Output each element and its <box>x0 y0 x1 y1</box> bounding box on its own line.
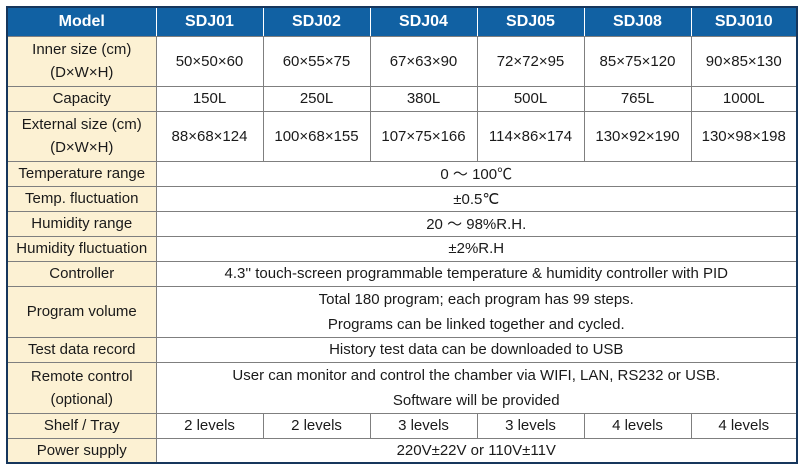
cell-humidity-fluctuation: ±2%R.H <box>155 235 798 262</box>
program-volume-line2: Programs can be linked together and cycl… <box>327 315 625 333</box>
cell-inner-size-sdj02: 60×55×75 <box>262 35 371 87</box>
row-label-program-volume: Program volume <box>6 285 157 338</box>
cell-capacity-sdj04: 380L <box>369 85 478 112</box>
cell-shelf-tray-sdj02: 2 levels <box>262 412 371 439</box>
specification-table: Model SDJ01 SDJ02 SDJ04 SDJ05 SDJ08 SDJ0… <box>6 6 798 464</box>
row-label-external-size: External size (cm) (D×W×H) <box>6 110 157 162</box>
row-label-temperature-range: Temperature range <box>6 160 157 187</box>
row-label-power-supply: Power supply <box>6 437 157 464</box>
external-size-label-line2: (D×W×H) <box>50 139 114 156</box>
header-model-sdj08: SDJ08 <box>583 6 692 37</box>
cell-program-volume: Total 180 program; each program has 99 s… <box>155 285 798 338</box>
row-label-temp-fluctuation: Temp. fluctuation <box>6 185 157 212</box>
header-model-sdj01: SDJ01 <box>155 6 264 37</box>
program-volume-line1: Total 180 program; each program has 99 s… <box>318 290 634 308</box>
cell-external-size-sdj02: 100×68×155 <box>262 110 371 162</box>
cell-shelf-tray-sdj01: 2 levels <box>155 412 264 439</box>
cell-shelf-tray-sdj08: 4 levels <box>583 412 692 439</box>
row-temperature-range: Temperature range 0 ～ 100℃ <box>6 160 798 187</box>
cell-inner-size-sdj01: 50×50×60 <box>155 35 264 87</box>
row-capacity: Capacity 150L 250L 380L 500L 765L 1000L <box>6 85 798 112</box>
header-model-sdj05: SDJ05 <box>476 6 585 37</box>
cell-capacity-sdj010: 1000L <box>690 85 798 112</box>
cell-humidity-range: 20 ～ 98%R.H. <box>155 210 798 237</box>
cell-temp-fluctuation: ±0.5℃ <box>155 185 798 212</box>
remote-control-line1: User can monitor and control the chamber… <box>232 366 721 384</box>
table-header-row: Model SDJ01 SDJ02 SDJ04 SDJ05 SDJ08 SDJ0… <box>6 6 798 37</box>
row-humidity-fluctuation: Humidity fluctuation ±2%R.H <box>6 235 798 262</box>
cell-inner-size-sdj04: 67×63×90 <box>369 35 478 87</box>
cell-shelf-tray-sdj04: 3 levels <box>369 412 478 439</box>
remote-control-line2: Software will be provided <box>392 391 560 409</box>
row-inner-size: Inner size (cm) (D×W×H) 50×50×60 60×55×7… <box>6 35 798 87</box>
row-humidity-range: Humidity range 20 ～ 98%R.H. <box>6 210 798 237</box>
cell-external-size-sdj08: 130×92×190 <box>583 110 692 162</box>
cell-external-size-sdj04: 107×75×166 <box>369 110 478 162</box>
cell-test-data-record: History test data can be downloaded to U… <box>155 336 798 363</box>
row-label-controller: Controller <box>6 260 157 287</box>
row-temp-fluctuation: Temp. fluctuation ±0.5℃ <box>6 185 798 212</box>
remote-control-label-line1: Remote control <box>30 367 133 385</box>
header-model-sdj010: SDJ010 <box>690 6 798 37</box>
row-label-capacity: Capacity <box>6 85 157 112</box>
cell-inner-size-sdj010: 90×85×130 <box>690 35 798 87</box>
remote-control-label-line2: (optional) <box>50 390 114 408</box>
header-model: Model <box>6 6 157 37</box>
row-label-shelf-tray: Shelf / Tray <box>6 412 157 439</box>
cell-inner-size-sdj05: 72×72×95 <box>476 35 585 87</box>
external-size-label-line1: External size (cm) <box>21 116 142 133</box>
cell-inner-size-sdj08: 85×75×120 <box>583 35 692 87</box>
row-program-volume: Program volume Total 180 program; each p… <box>6 285 798 338</box>
cell-external-size-sdj01: 88×68×124 <box>155 110 264 162</box>
row-shelf-tray: Shelf / Tray 2 levels 2 levels 3 levels … <box>6 412 798 439</box>
cell-capacity-sdj02: 250L <box>262 85 371 112</box>
row-label-remote-control: Remote control (optional) <box>6 361 157 414</box>
row-label-test-data-record: Test data record <box>6 336 157 363</box>
row-label-humidity-range: Humidity range <box>6 210 157 237</box>
cell-external-size-sdj05: 114×86×174 <box>476 110 585 162</box>
header-model-sdj04: SDJ04 <box>369 6 478 37</box>
cell-capacity-sdj08: 765L <box>583 85 692 112</box>
cell-power-supply: 220V±22V or 110V±11V <box>155 437 798 464</box>
row-external-size: External size (cm) (D×W×H) 88×68×124 100… <box>6 110 798 162</box>
cell-external-size-sdj010: 130×98×198 <box>690 110 798 162</box>
inner-size-label-line2: (D×W×H) <box>50 64 114 81</box>
cell-shelf-tray-sdj05: 3 levels <box>476 412 585 439</box>
row-remote-control: Remote control (optional) User can monit… <box>6 361 798 414</box>
cell-controller: 4.3'' touch-screen programmable temperat… <box>155 260 798 287</box>
inner-size-label-line1: Inner size (cm) <box>32 41 132 58</box>
header-model-sdj02: SDJ02 <box>262 6 371 37</box>
row-label-humidity-fluctuation: Humidity fluctuation <box>6 235 157 262</box>
cell-shelf-tray-sdj010: 4 levels <box>690 412 798 439</box>
cell-capacity-sdj01: 150L <box>155 85 264 112</box>
row-controller: Controller 4.3'' touch-screen programmab… <box>6 260 798 287</box>
row-power-supply: Power supply 220V±22V or 110V±11V <box>6 437 798 464</box>
cell-capacity-sdj05: 500L <box>476 85 585 112</box>
row-label-inner-size: Inner size (cm) (D×W×H) <box>6 35 157 87</box>
cell-remote-control: User can monitor and control the chamber… <box>155 361 798 414</box>
row-test-data-record: Test data record History test data can b… <box>6 336 798 363</box>
cell-temperature-range: 0 ～ 100℃ <box>155 160 798 187</box>
